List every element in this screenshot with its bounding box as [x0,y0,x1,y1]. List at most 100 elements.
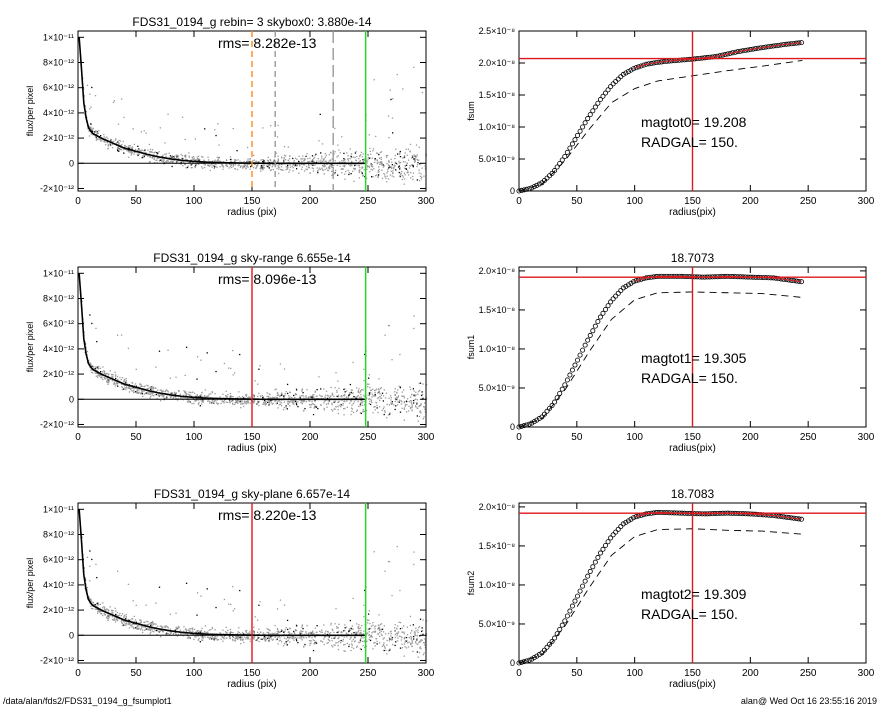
scatter-point [242,166,244,168]
scatter-point [198,160,200,162]
scatter-point [391,595,393,597]
scatter-point [384,334,386,336]
scatter-point [148,391,150,393]
radgal-label: RADGAL= 150. [641,606,738,622]
scatter-point [397,166,400,168]
scatter-point [273,632,275,635]
scatter-point [124,148,127,150]
scatter-point [285,626,287,629]
scatter-point [90,599,92,602]
scatter-point [286,164,289,167]
scatter-point [184,633,186,635]
scatter-point [211,627,213,629]
scatter-point [403,155,406,157]
scatter-point [277,400,279,402]
scatter-point [111,373,113,376]
scatter-point [173,395,175,397]
scatter-point [124,146,126,148]
scatter-point [359,648,362,650]
scatter-point [377,174,380,176]
scatter-point [292,636,295,638]
curve-marker [577,588,583,594]
scatter-point [304,407,306,410]
scatter-point [99,603,102,606]
scatter-point [331,392,333,395]
scatter-point [330,624,332,626]
scatter-point [381,169,383,171]
scatter-point [419,411,421,413]
scatter-point [318,140,320,142]
scatter-point [244,397,246,399]
scatter-point [314,400,316,402]
scatter-point [354,152,357,154]
scatter-point [390,399,392,401]
scatter-point [286,644,289,646]
scatter-point [167,391,169,393]
scatter-point [188,161,190,164]
scatter-point [143,629,146,631]
scatter-point [219,632,222,635]
scatter-point [390,635,392,637]
scatter-point [238,637,240,639]
scatter-point [409,642,412,645]
scatter-point [352,167,355,170]
scatter-point [375,152,378,154]
scatter-point [256,403,259,405]
x-tick-label: 200 [302,432,319,443]
scatter-point [138,625,140,627]
scatter-point [377,633,379,635]
curve-marker [595,319,601,325]
scatter-point [180,632,182,635]
y-tick-label: 0 [510,186,515,196]
scatter-point [414,405,417,407]
scatter-point [273,160,275,163]
scatter-point [422,641,425,644]
scatter-point [391,401,393,403]
scatter-point [133,615,135,618]
curve-marker [577,128,583,134]
scatter-point [103,607,106,609]
scatter-point [400,403,403,405]
scatter-point [320,159,322,161]
scatter-point [401,631,403,633]
scatter-point [292,157,294,160]
x-tick-label: 150 [684,196,701,207]
scatter-point [384,633,387,635]
scatter-point [403,625,405,627]
curve-marker [531,655,537,661]
scatter-point [315,642,318,644]
scatter-point [359,641,362,643]
y-tick-label: 2.5×10⁻⁸ [479,26,516,36]
scatter-point [150,388,152,391]
curve-marker [600,93,606,99]
scatter-point [127,386,130,388]
scatter-point [397,395,400,397]
curve-marker [567,145,573,151]
scatter-point [363,641,365,643]
scatter-point [243,405,245,408]
scatter-point [362,175,364,177]
scatter-point [404,167,406,169]
scatter-point [317,172,319,174]
curve-marker [572,598,578,604]
scatter-point [424,402,426,404]
scatter-point [257,401,259,403]
curve-marker [567,608,573,614]
curve-marker [559,622,565,628]
scatter-point [362,389,364,391]
scatter-point [154,393,156,396]
scatter-point [107,619,109,622]
scatter-point [104,609,107,612]
scatter-point [363,394,365,396]
scatter-point [318,160,320,162]
scatter-point [403,172,406,174]
scatter-point [328,639,330,641]
curve-marker [585,573,591,579]
scatter-point [401,646,404,649]
scatter-point [237,631,239,633]
scatter-point [128,151,130,153]
scatter-point [216,160,218,162]
scatter-point [96,138,98,140]
scatter-point [291,399,293,402]
scatter-point [214,399,216,402]
